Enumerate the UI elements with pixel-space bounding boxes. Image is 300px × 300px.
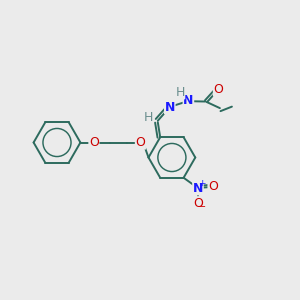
Text: O: O [136,136,145,149]
Text: O: O [193,197,203,210]
Text: −: − [198,202,207,212]
Text: N: N [165,101,175,114]
Text: N: N [193,182,203,195]
Text: O: O [208,180,218,193]
Text: +: + [199,179,206,188]
Text: H: H [143,111,153,124]
Text: O: O [214,83,223,96]
Text: H: H [175,86,185,99]
Text: O: O [89,136,99,149]
Text: N: N [183,94,194,107]
